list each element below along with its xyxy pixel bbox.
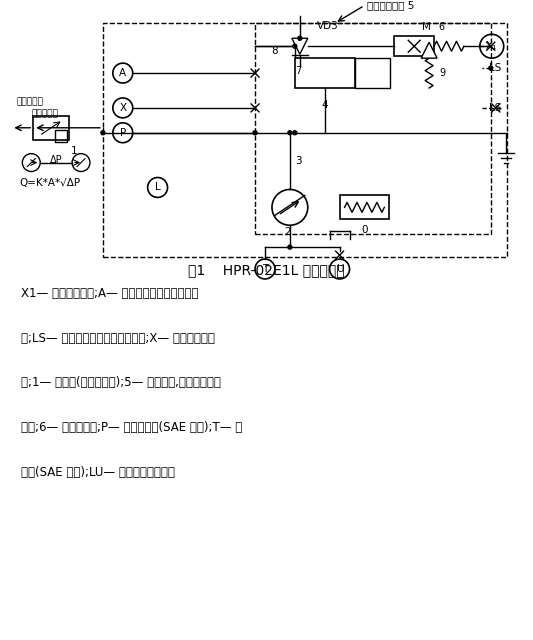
Circle shape [288,131,292,135]
Bar [103,23,507,257]
Text: 油口(SAE 标准);LU— 壳体注油／排气口: 油口(SAE 标准);LU— 壳体注油／排气口 [21,466,175,479]
Text: Q=K*A*√ΔP: Q=K*A*√ΔP [19,177,80,188]
Bar [55,130,67,141]
Text: 8: 8 [272,46,278,56]
Bar [295,58,354,88]
Text: VD3: VD3 [317,21,338,31]
Text: X₁: X₁ [486,41,497,51]
Bar [33,116,69,140]
Circle shape [288,245,292,249]
Circle shape [293,131,297,135]
Text: 4: 4 [321,100,328,110]
Polygon shape [421,42,437,58]
Circle shape [489,66,493,70]
Text: 口;LS— 负载压力引入油口和测量口;X— 变量压力测量: 口;LS— 负载压力引入油口和测量口;X— 变量压力测量 [21,332,215,345]
Text: ΔP: ΔP [50,155,62,164]
Text: LS: LS [489,63,501,73]
Text: 负荷传感阀: 负荷传感阀 [31,109,58,118]
Text: 0: 0 [361,225,368,236]
Bar [394,36,434,56]
Text: U: U [336,264,343,274]
Text: L: L [155,182,160,193]
Bar [255,23,491,234]
Circle shape [293,44,297,48]
Text: 图1    HPR-02E1L 液压原理图: 图1 HPR-02E1L 液压原理图 [188,263,344,277]
Circle shape [101,131,105,135]
Text: P: P [119,128,126,138]
Circle shape [253,131,257,135]
Text: 3: 3 [295,156,302,166]
Text: LS: LS [489,103,501,113]
Text: 6: 6 [438,22,444,32]
Text: 7: 7 [295,66,301,76]
Text: 信号;6— 比例电磁铁;P— 高压油出口(SAE 标准);T— 吸: 信号;6— 比例电磁铁;P— 高压油出口(SAE 标准);T— 吸 [21,421,243,434]
Text: M: M [422,22,431,32]
Text: X1— 应急控制油口;A— 比例减压阀输出压力测量: X1— 应急控制油口;A— 比例减压阀输出压力测量 [21,287,199,300]
Text: 9: 9 [439,68,445,78]
Text: 口;1— 调速阀(负荷传感阀);5— 外部管路,引入负载压力: 口;1— 调速阀(负荷传感阀);5— 外部管路,引入负载压力 [21,376,221,389]
Text: 1: 1 [71,146,78,156]
Polygon shape [292,38,308,54]
Text: 2: 2 [285,227,291,237]
Text: 可变节流孔: 可变节流孔 [17,97,43,106]
Text: X: X [119,103,126,113]
Bar [354,58,390,88]
Text: 负荷传感压力 5: 负荷传感压力 5 [367,1,415,10]
Bar [340,195,389,220]
Text: T: T [262,264,268,274]
Text: A: A [119,68,126,78]
Circle shape [298,36,302,40]
